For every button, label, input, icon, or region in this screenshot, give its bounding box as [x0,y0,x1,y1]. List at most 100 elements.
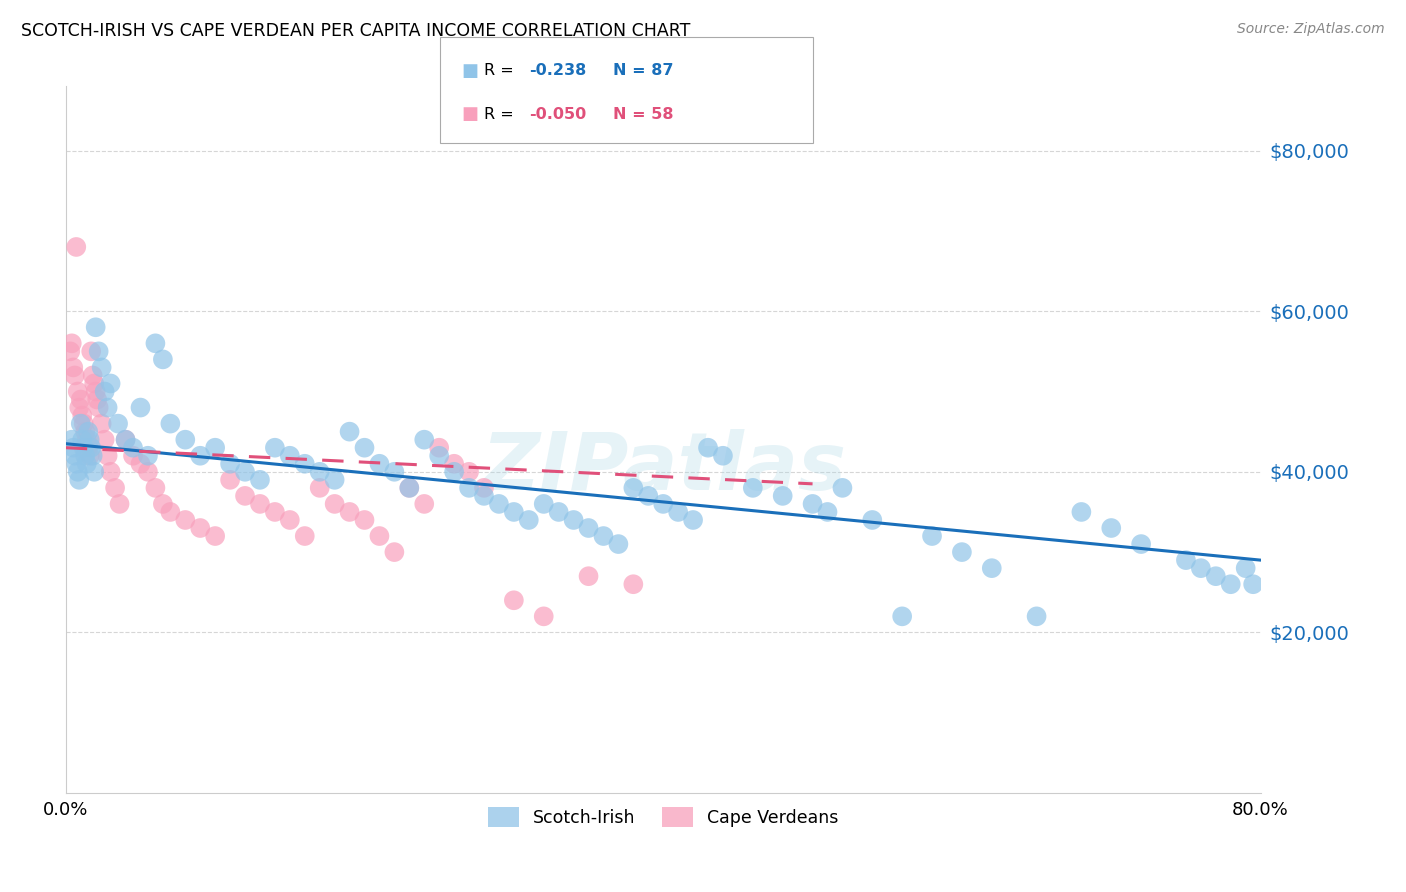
Point [145,336,167,351]
Point [82,368,104,383]
Point [502,505,524,519]
Text: R =: R = [484,63,519,78]
Point [70,433,93,447]
Point [69,392,91,407]
Text: R =: R = [484,107,519,121]
Point [188,521,211,535]
Point [90,417,112,431]
Point [136,449,159,463]
Point [1205,569,1227,583]
Point [891,609,914,624]
Point [73,441,96,455]
Point [233,465,256,479]
Point [75,425,97,439]
Point [65,457,87,471]
Point [108,497,131,511]
Point [801,497,824,511]
Point [772,489,794,503]
Point [637,489,659,503]
Point [278,449,301,463]
Point [249,473,271,487]
Point [122,449,145,463]
Point [353,441,375,455]
Text: Source: ZipAtlas.com: Source: ZipAtlas.com [1237,22,1385,37]
Point [1241,577,1264,591]
Point [90,360,112,375]
Point [69,417,91,431]
Point [219,473,242,487]
Point [62,441,84,455]
Point [382,545,405,559]
Point [294,529,316,543]
Point [980,561,1002,575]
Point [1025,609,1047,624]
Point [621,577,644,591]
Point [547,505,569,519]
Point [427,449,450,463]
Point [114,433,136,447]
Point [458,465,481,479]
Point [80,441,103,455]
Point [79,433,101,447]
Point [1099,521,1122,535]
Point [82,449,104,463]
Point [533,609,555,624]
Point [87,401,110,415]
Point [79,449,101,463]
Point [63,368,86,383]
Point [398,481,420,495]
Point [60,433,83,447]
Point [86,392,108,407]
Point [323,497,346,511]
Point [66,465,89,479]
Point [77,425,100,439]
Point [264,505,287,519]
Point [562,513,585,527]
Point [87,344,110,359]
Point [443,457,465,471]
Point [472,481,495,495]
Point [1234,561,1257,575]
Point [368,529,391,543]
Point [83,376,105,391]
Point [652,497,675,511]
Point [159,417,181,431]
Point [70,409,93,423]
Text: N = 87: N = 87 [613,63,673,78]
Point [152,497,174,511]
Point [84,320,107,334]
Point [621,481,644,495]
Point [174,513,197,527]
Text: ZIPatlas: ZIPatlas [481,429,846,507]
Point [107,417,129,431]
Point [97,401,120,415]
Point [75,449,97,463]
Point [93,384,115,399]
Point [219,457,242,471]
Point [1130,537,1153,551]
Point [578,521,600,535]
Point [264,441,287,455]
Point [682,513,704,527]
Point [339,425,361,439]
Point [817,505,839,519]
Point [152,352,174,367]
Point [533,497,555,511]
Point [97,449,120,463]
Point [502,593,524,607]
Point [204,529,226,543]
Point [122,441,145,455]
Point [368,457,391,471]
Point [100,465,122,479]
Point [249,497,271,511]
Point [458,481,481,495]
Point [76,433,98,447]
Point [66,384,89,399]
Point [80,344,103,359]
Point [136,465,159,479]
Point [308,465,330,479]
Point [1070,505,1092,519]
Point [83,465,105,479]
Point [921,529,943,543]
Point [607,537,630,551]
